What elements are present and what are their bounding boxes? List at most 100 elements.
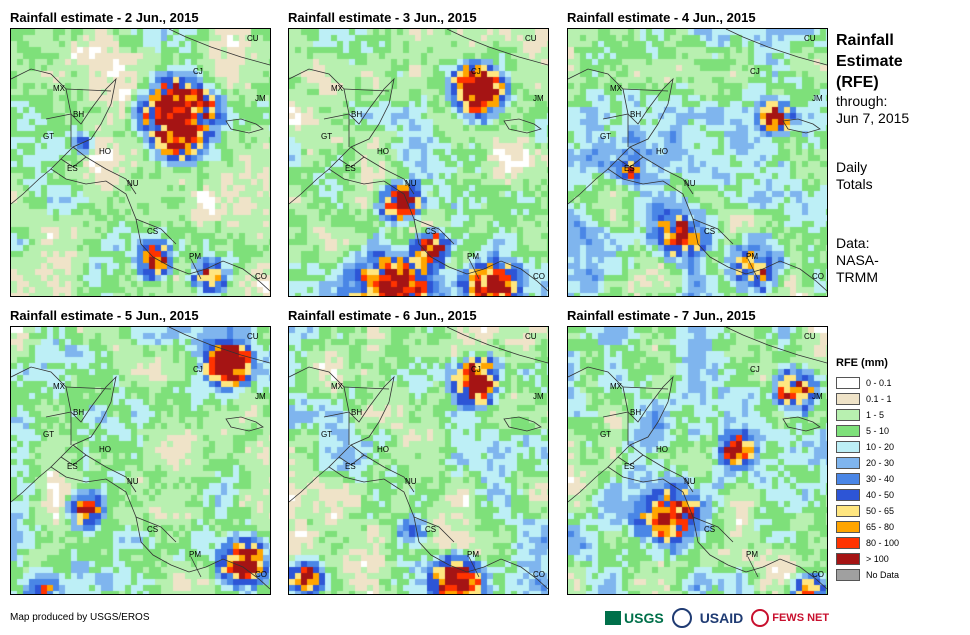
panel-title: Rainfall estimate - 2 Jun., 2015: [10, 10, 199, 25]
outline-path: [629, 444, 694, 493]
outline-path: [350, 444, 415, 493]
outline-path: [602, 113, 629, 147]
legend-swatch: [836, 489, 860, 501]
country-label: CO: [533, 272, 545, 281]
outline-path: [782, 118, 821, 134]
country-label: BH: [351, 408, 362, 417]
outline-path: [72, 146, 137, 195]
totals-line-1: Daily: [836, 159, 868, 175]
country-label: JM: [533, 392, 544, 401]
country-label: MX: [53, 382, 66, 391]
country-label: HO: [377, 147, 389, 156]
outline-path: [190, 556, 202, 578]
country-label: CO: [812, 272, 824, 281]
map-frame: MX BH GT HO ES NU CS PM CO CU CJ JM: [10, 326, 271, 595]
panel-title: Rainfall estimate - 3 Jun., 2015: [288, 10, 477, 25]
country-label: CO: [533, 570, 545, 579]
legend-swatch: [836, 425, 860, 437]
country-label: ES: [67, 462, 78, 471]
map-info-sidebar: Rainfall Estimate (RFE) through: Jun 7, …: [836, 30, 966, 286]
outline-path: [289, 68, 548, 292]
country-label: PM: [467, 252, 479, 261]
legend-label: No Data: [866, 570, 900, 580]
country-label: CU: [525, 332, 537, 341]
country-label: MX: [610, 84, 623, 93]
legend-label: 0.1 - 1: [866, 394, 892, 404]
usaid-logo: USAID: [699, 610, 744, 626]
outline-path: [617, 454, 644, 466]
map-frame: MX BH GT HO ES NU CS PM CO CU CJ JM: [288, 28, 549, 297]
legend-swatch: [836, 377, 860, 389]
country-label: ES: [345, 164, 356, 173]
country-label: MX: [53, 84, 66, 93]
country-label: GT: [600, 132, 611, 141]
outline-path: [692, 218, 734, 245]
country-label: CS: [704, 525, 715, 534]
country-label: CJ: [193, 67, 203, 76]
country-outlines: MX BH GT HO ES NU CS PM CO CU CJ JM: [568, 327, 827, 590]
legend-label: 0 - 0.1: [866, 378, 892, 388]
legend-swatch: [836, 505, 860, 517]
legend-swatch: [836, 409, 860, 421]
outline-path: [338, 156, 365, 168]
country-label: JM: [533, 94, 544, 103]
outline-path: [343, 386, 390, 390]
outline-path: [468, 556, 480, 578]
outline-path: [323, 411, 350, 445]
outline-path: [11, 466, 52, 503]
usgs-mark-icon: [605, 611, 621, 625]
country-label: PM: [746, 550, 758, 559]
outline-path: [503, 118, 542, 134]
outline-path: [413, 516, 455, 543]
legend-item: 0 - 0.1: [836, 375, 899, 391]
data-source-line-2: NASA-: [836, 252, 879, 268]
legend-item: > 100: [836, 551, 899, 567]
country-label: BH: [630, 408, 641, 417]
legend-label: 50 - 65: [866, 506, 895, 516]
legend-swatch: [836, 441, 860, 453]
outline-path: [782, 416, 821, 432]
legend-title: RFE (mm): [836, 357, 888, 369]
country-label: CU: [804, 34, 816, 43]
country-label: ES: [624, 462, 635, 471]
outline-path: [725, 29, 827, 66]
outline-path: [725, 327, 827, 364]
country-label: PM: [467, 550, 479, 559]
map-frame: MX BH GT HO ES NU CS PM CO CU CJ JM: [567, 326, 828, 595]
country-label: NU: [405, 477, 417, 486]
country-label: CJ: [750, 365, 760, 374]
legend-swatch: [836, 521, 860, 533]
country-label: PM: [189, 550, 201, 559]
outline-path: [60, 454, 87, 466]
through-date: Jun 7, 2015: [836, 110, 910, 126]
country-label: CS: [425, 227, 436, 236]
outline-path: [11, 366, 270, 590]
legend-label: 10 - 20: [866, 442, 895, 452]
legend-swatch: [836, 537, 860, 549]
legend-item: 5 - 10: [836, 423, 899, 439]
country-label: CU: [247, 34, 259, 43]
sidebar-title-line-1: Rainfall: [836, 32, 894, 49]
country-label: BH: [630, 110, 641, 119]
outline-path: [168, 29, 270, 66]
country-label: CO: [255, 272, 267, 281]
country-label: MX: [331, 84, 344, 93]
outline-path: [468, 258, 480, 280]
country-label: GT: [321, 430, 332, 439]
country-label: CO: [812, 570, 824, 579]
legend-item: 65 - 80: [836, 519, 899, 535]
legend-item: 10 - 20: [836, 439, 899, 455]
country-label: GT: [321, 132, 332, 141]
country-label: PM: [746, 252, 758, 261]
panel-title: Rainfall estimate - 6 Jun., 2015: [288, 308, 477, 323]
panel-title: Rainfall estimate - 7 Jun., 2015: [567, 308, 756, 323]
usgs-logo: USGS: [605, 610, 664, 626]
rainfall-raster: [568, 327, 827, 594]
country-label: NU: [127, 179, 139, 188]
outline-path: [602, 411, 629, 445]
country-label: CU: [247, 332, 259, 341]
outline-path: [289, 466, 330, 503]
outline-path: [617, 156, 644, 168]
country-label: BH: [73, 408, 84, 417]
legend-item: 1 - 5: [836, 407, 899, 423]
